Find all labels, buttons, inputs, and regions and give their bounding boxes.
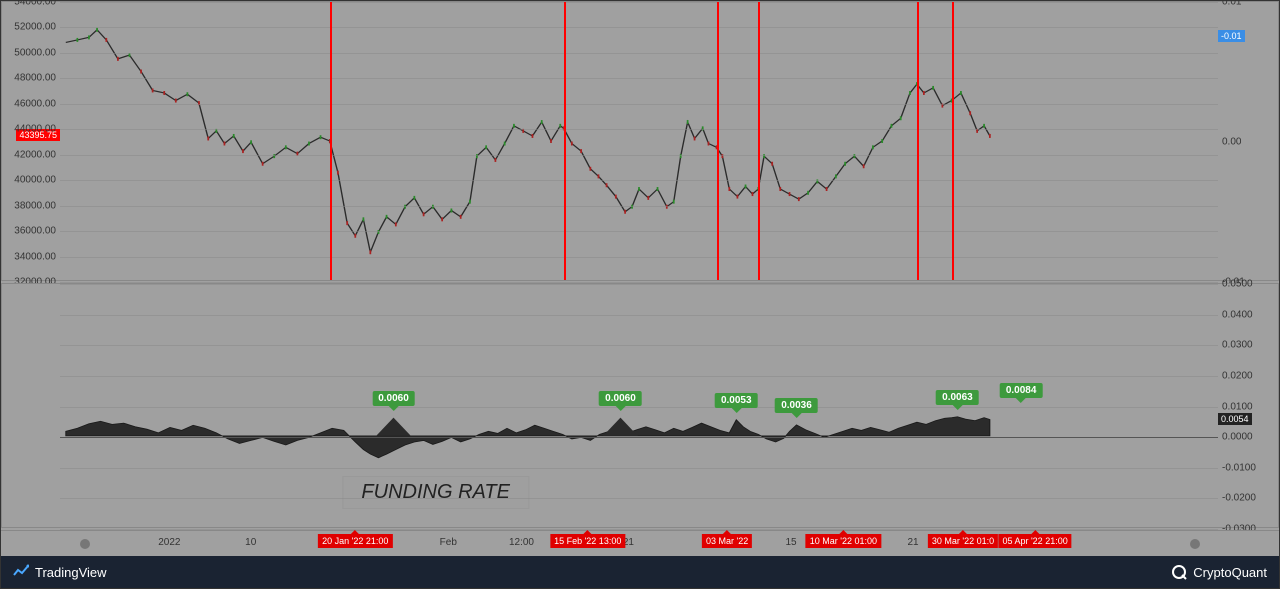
- gridline: [60, 206, 1218, 207]
- time-tick: Feb: [440, 537, 457, 548]
- time-event-flag: 15 Feb '22 13:00: [550, 534, 625, 548]
- gridline: [60, 129, 1218, 130]
- gridline: [60, 155, 1218, 156]
- time-event-flag: 03 Mar '22: [702, 534, 752, 548]
- chart-area: 43395.75 54000.0052000.0050000.0048000.0…: [1, 1, 1279, 531]
- price-series: [60, 2, 1218, 280]
- funding-peak-label: 0.0060: [599, 391, 642, 406]
- time-tick: 12:00: [509, 537, 534, 548]
- funding-ytick: 0.0300: [1222, 340, 1253, 351]
- gridline: [60, 78, 1218, 79]
- price-ytick: 40000.00: [14, 175, 56, 186]
- price-ytick: 36000.00: [14, 226, 56, 237]
- chart-frame: 43395.75 54000.0052000.0050000.0048000.0…: [0, 0, 1280, 589]
- time-tick: 15: [785, 537, 796, 548]
- funding-ytick: -0.0200: [1222, 493, 1256, 504]
- time-tick: 2022: [158, 537, 180, 548]
- right-side-flag: -0.01: [1218, 30, 1245, 42]
- funding-yaxis-right: 0.0054 0.05000.04000.03000.02000.01000.0…: [1218, 284, 1278, 527]
- cryptoquant-icon: [1171, 564, 1187, 580]
- funding-current-flag: 0.0054: [1218, 413, 1252, 425]
- price-ytick: 54000.00: [14, 0, 56, 8]
- event-vertical-line: [952, 2, 954, 280]
- funding-panel[interactable]: FUNDING RATE 0.0060 0.0060 0.0053 0.0036 0.0…: [1, 283, 1279, 528]
- gridline: [60, 376, 1218, 377]
- funding-peak-label: 0.0084: [1000, 383, 1043, 398]
- footer-right[interactable]: CryptoQuant: [1171, 564, 1267, 580]
- gridline: [60, 407, 1218, 408]
- funding-ytick: 0.0000: [1222, 432, 1253, 443]
- event-vertical-line: [758, 2, 760, 280]
- price-yaxis-left: 43395.75 54000.0052000.0050000.0048000.0…: [2, 2, 60, 280]
- time-tick: 10: [245, 537, 256, 548]
- price-plot[interactable]: [60, 2, 1218, 280]
- funding-ytick: 0.0100: [1222, 401, 1253, 412]
- timeline-handle-icon[interactable]: [80, 539, 90, 549]
- funding-title-label: FUNDING RATE: [342, 476, 529, 509]
- event-vertical-line: [564, 2, 566, 280]
- footer-left[interactable]: TradingView: [13, 564, 107, 580]
- funding-ytick: 0.0200: [1222, 370, 1253, 381]
- price-ytick: 44000.00: [14, 124, 56, 135]
- time-event-flag: 20 Jan '22 21:00: [318, 534, 392, 548]
- gridline: [60, 345, 1218, 346]
- gridline: [60, 231, 1218, 232]
- time-event-flag: 30 Mar '22 01:0: [928, 534, 998, 548]
- gridline: [60, 53, 1218, 54]
- funding-peak-label: 0.0053: [715, 393, 758, 408]
- gridline: [60, 180, 1218, 181]
- price-ytick-right: 0.00: [1222, 137, 1241, 148]
- event-vertical-line: [717, 2, 719, 280]
- gridline: [60, 315, 1218, 316]
- funding-ytick: 0.0500: [1222, 279, 1253, 290]
- time-event-flag: 05 Apr '22 21:00: [998, 534, 1071, 548]
- footer-left-label: TradingView: [35, 565, 107, 580]
- price-ytick: 38000.00: [14, 200, 56, 211]
- funding-peak-label: 0.0063: [936, 390, 979, 405]
- time-tick: 21: [908, 537, 919, 548]
- price-ytick-right: 0.01: [1222, 0, 1241, 8]
- funding-ytick: -0.0100: [1222, 462, 1256, 473]
- gridline: [60, 468, 1218, 469]
- footer-bar: TradingView CryptoQuant: [1, 556, 1279, 588]
- gridline: [60, 104, 1218, 105]
- timeline-handle-icon[interactable]: [1190, 539, 1200, 549]
- funding-plot[interactable]: FUNDING RATE 0.0060 0.0060 0.0053 0.0036 0.0…: [60, 284, 1218, 527]
- tradingview-icon: [13, 564, 29, 580]
- time-axis[interactable]: 202210Feb12:0021152120 Jan '22 21:0015 F…: [1, 530, 1279, 556]
- price-ytick: 50000.00: [14, 47, 56, 58]
- gridline: [60, 284, 1218, 285]
- price-ytick: 52000.00: [14, 22, 56, 33]
- price-yaxis-right: -0.01 0.010.00-0.01: [1218, 2, 1278, 280]
- price-ytick: 34000.00: [14, 251, 56, 262]
- gridline: [60, 498, 1218, 499]
- event-vertical-line: [330, 2, 332, 280]
- gridline: [60, 2, 1218, 3]
- price-ytick: 46000.00: [14, 98, 56, 109]
- price-panel[interactable]: 43395.75 54000.0052000.0050000.0048000.0…: [1, 1, 1279, 281]
- funding-yaxis-left-spacer: [2, 284, 60, 527]
- footer-right-label: CryptoQuant: [1193, 565, 1267, 580]
- gridline: [60, 27, 1218, 28]
- price-ytick: 48000.00: [14, 73, 56, 84]
- time-event-flag: 10 Mar '22 01:00: [806, 534, 881, 548]
- funding-ytick: 0.0400: [1222, 309, 1253, 320]
- funding-peak-label: 0.0060: [372, 391, 415, 406]
- event-vertical-line: [917, 2, 919, 280]
- price-ytick: 42000.00: [14, 149, 56, 160]
- gridline: [60, 257, 1218, 258]
- funding-peak-label: 0.0036: [775, 398, 818, 413]
